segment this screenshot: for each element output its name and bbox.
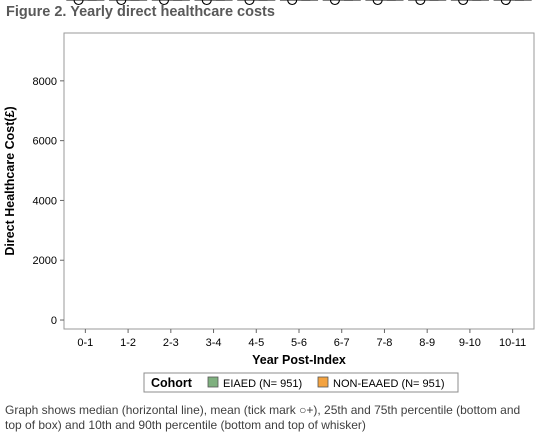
figure-caption: Graph shows median (horizontal line), me… [5, 403, 521, 432]
eiaed-mean-marker [287, 0, 298, 6]
x-tick-label: 9-10 [459, 337, 481, 349]
non-eaaed-n-label: 49 [430, 0, 438, 2]
eiaed-n-label: 467 [72, 0, 85, 2]
non-eaaed-n-label: 309 [214, 0, 227, 2]
non-eaaed-n-label: 473 [129, 0, 142, 2]
marks-layer: 4673582942351801321016548221157647338730… [66, 0, 532, 6]
legend-swatch-non-eaaed [317, 376, 329, 388]
legend-title: Cohort [151, 376, 193, 390]
eiaed-n-label: 132 [286, 0, 299, 2]
non-eaaed-n-label: 576 [86, 0, 99, 2]
non-eaaed-n-label: 32 [473, 0, 481, 2]
eiaed-mean-marker [244, 0, 255, 6]
legend-frame [143, 372, 459, 393]
axes-layer: Direct Healthcare Cost(£) Year Post-Inde… [3, 32, 535, 367]
x-tick-label: 3-4 [206, 337, 222, 349]
non-eaaed-n-label: 387 [171, 0, 184, 2]
y-tick-label: 6000 [33, 136, 57, 148]
y-tick-label: 4000 [33, 195, 57, 207]
x-tick-label: 0-1 [77, 337, 93, 349]
figure-title: Figure 2. Yearly direct healthcare costs [6, 4, 275, 20]
y-tick-label: 8000 [33, 76, 57, 88]
eiaed-n-label: 11 [502, 0, 510, 2]
eiaed-n-label: 235 [200, 0, 213, 2]
eiaed-mean-marker [500, 0, 511, 6]
eiaed-mean-marker [116, 0, 127, 6]
eiaed-n-label: 101 [329, 0, 342, 2]
x-tick-label: 4-5 [248, 337, 264, 349]
non-eaaed-n-label: 18 [515, 0, 523, 2]
legend-label-non-eaaed: NON-EAAED (N= 951) [333, 378, 445, 390]
non-eaaed-n-label: 131 [342, 0, 355, 2]
y-tick-label: 0 [51, 315, 57, 327]
non-eaaed-n-label: 178 [300, 0, 313, 2]
eiaed-n-label: 358 [115, 0, 128, 2]
legend-label-eiaed: EIAED (N= 951) [223, 378, 302, 390]
x-tick-label: 5-6 [291, 337, 307, 349]
x-tick-label: 1-2 [120, 337, 136, 349]
y-axis-title: Direct Healthcare Cost(£) [3, 106, 17, 255]
x-axis-title: Year Post-Index [252, 353, 346, 367]
x-tick-label: 2-3 [163, 337, 179, 349]
eiaed-mean-marker [201, 0, 212, 6]
eiaed-mean-marker [329, 0, 340, 6]
eiaed-mean-marker [73, 0, 84, 6]
legend: Cohort EIAED (N= 951) NON-EAAED (N= 951) [143, 372, 459, 393]
legend-swatch-eiaed [207, 376, 219, 388]
non-eaaed-n-label: 235 [257, 0, 270, 2]
x-tick-label: 10-11 [499, 337, 526, 349]
x-tick-label: 7-8 [377, 337, 393, 349]
eiaed-mean-marker [158, 0, 170, 6]
eiaed-mean-marker [372, 0, 383, 6]
eiaed-n-label: 294 [158, 0, 171, 2]
eiaed-n-label: 65 [373, 0, 381, 2]
plot-frame [63, 32, 535, 330]
eiaed-mean-marker [458, 0, 469, 6]
non-eaaed-n-label: 82 [387, 0, 395, 2]
eiaed-n-label: 48 [416, 0, 424, 2]
box-plot-chart: Direct Healthcare Cost(£) Year Post-Inde… [3, 0, 535, 393]
eiaed-n-label: 180 [243, 0, 256, 2]
x-tick-label: 8-9 [419, 337, 435, 349]
y-tick-label: 2000 [33, 255, 57, 267]
eiaed-n-label: 22 [459, 0, 467, 2]
eiaed-mean-marker [415, 0, 426, 6]
x-tick-label: 6-7 [334, 337, 350, 349]
